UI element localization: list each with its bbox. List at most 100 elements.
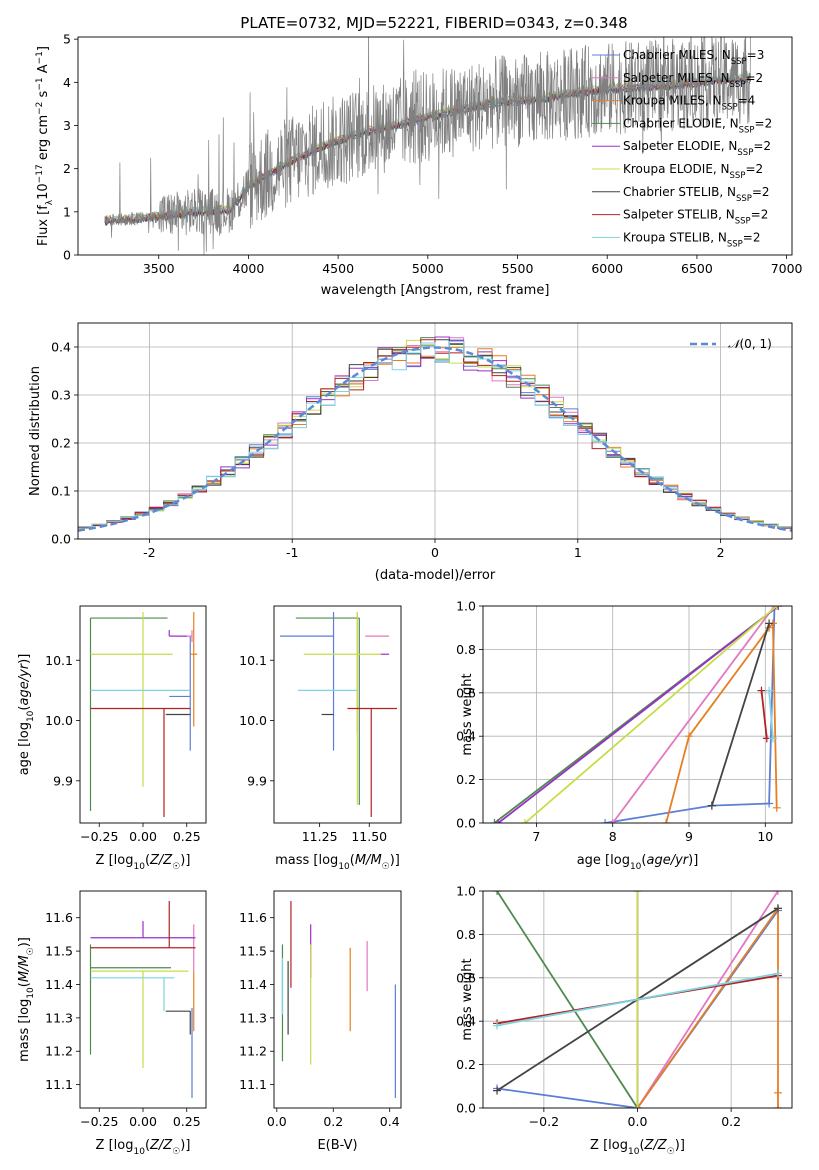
label-part: Z/Z — [149, 1138, 173, 1153]
legend-sub: SSP — [739, 125, 755, 135]
y-tick-label: 9.9 — [53, 773, 73, 788]
label-part: 10 — [630, 862, 642, 872]
x-tick-label: 3500 — [143, 261, 175, 276]
legend-count: =2 — [752, 185, 770, 199]
y-tick-label: 0.2 — [51, 436, 71, 451]
label-part: )] — [675, 1138, 685, 1153]
y-tick-label: 11.1 — [239, 1077, 267, 1092]
spectrum-panel: 3500 4000 4500 5000 5500 6000 6500 7000 0 1 2 3 4 5 Ch… — [35, 32, 803, 298]
mass-vs-z-panel: −0.25 0.00 0.25 11.1 11.2 11.3 11.4 11.5 11.6 Z [… — [17, 890, 207, 1157]
legend-name: Salpeter MILES, N — [623, 71, 730, 85]
y-tick-label: 0.2 — [456, 772, 476, 787]
label-part: )] — [390, 853, 400, 868]
axes-frame — [79, 605, 207, 824]
label-part: Flux [f — [36, 205, 51, 246]
x-axis-label: wavelength [Angstrom, rest frame] — [321, 283, 550, 298]
y-tick-label: 0.1 — [51, 484, 71, 499]
x-tick-label: 4500 — [322, 261, 354, 276]
y-tick-label: 9.9 — [247, 773, 267, 788]
cumulative-kroupa-elodie-marker — [633, 891, 642, 895]
data-spectrum — [104, 37, 751, 255]
legend-name: Kroupa ELODIE, N — [623, 162, 730, 176]
legend-name: 𝒩 — [728, 337, 743, 351]
y-tick-label: 1.0 — [456, 884, 476, 899]
cumulative-salpeter-stelib-line — [760, 690, 768, 739]
y-tick-label: 0.2 — [456, 1057, 476, 1072]
label-part: ☉ — [172, 862, 180, 872]
y-tick-label: 11.5 — [239, 944, 267, 959]
x-axis-label: age [log10(age/yr)] — [577, 853, 699, 872]
x-tick-label: 9 — [685, 829, 693, 844]
y-axis-label: Normed distribution — [28, 366, 43, 496]
x-tick-label: 5000 — [412, 261, 444, 276]
axes-frame — [77, 322, 793, 540]
label-part: age [log — [17, 722, 32, 775]
legend-entry: Salpeter ELODIE, NSSP=2 — [623, 139, 771, 158]
x-tick-label: 0.0 — [628, 1114, 648, 1129]
legend-name: Kroupa MILES, N — [623, 94, 722, 108]
y-tick-label: 11.6 — [45, 910, 73, 925]
legend-name: Salpeter STELIB, N — [623, 208, 735, 222]
cumulative-kroupa-stelib-marker — [765, 686, 774, 695]
x-tick-label: 11.25 — [302, 829, 338, 844]
label-part: )] — [17, 654, 32, 664]
y-axis-label: mass weight — [460, 958, 475, 1040]
cumulative-kroupa-miles-marker — [773, 1104, 782, 1108]
label-part: 10 — [26, 710, 36, 722]
x-tick-label: 11.50 — [351, 829, 387, 844]
label-part: ( — [641, 853, 646, 868]
label-part: )] — [180, 853, 190, 868]
label-part: −17 — [35, 164, 45, 183]
age-vs-mass-panel: 11.25 11.50 9.9 10.0 10.1 mass [log10(M/M☉)] — [239, 605, 402, 872]
label-part: 10 — [26, 987, 36, 999]
cumulative-kroupa-stelib-line — [496, 972, 779, 1027]
plot-area — [281, 901, 396, 1098]
y-axis-label: mass [log10(M/M☉)] — [17, 937, 36, 1062]
label-part: erg cm — [36, 115, 51, 164]
label-part: 10 — [133, 862, 145, 872]
cumulative-salpeter-miles-marker — [773, 891, 782, 895]
legend-count: =2 — [755, 116, 773, 130]
plot-area — [279, 612, 398, 817]
y-tick-label: 0.0 — [456, 1101, 476, 1116]
cumulative-kroupa-elodie-marker — [633, 1104, 642, 1108]
cumulative-kroupa-stelib-line — [768, 690, 774, 739]
cumulative-salpeter-elodie-marker — [774, 606, 783, 610]
label-part: mass [log — [275, 853, 338, 868]
legend-entry: Kroupa MILES, NSSP=4 — [623, 94, 755, 113]
y-axis-label: age [log10(age/yr)] — [17, 654, 36, 776]
label-part: ( — [145, 1138, 150, 1153]
legend-count: =2 — [751, 208, 769, 222]
y-tick-label: 11.2 — [239, 1044, 267, 1059]
x-tick-label: 0 — [431, 545, 439, 560]
legend-entry: Chabrier STELIB, NSSP=2 — [623, 185, 770, 204]
cumulative-salpeter-miles-line — [611, 606, 776, 823]
legend-count: =2 — [743, 230, 761, 244]
legend-sub: SSP — [735, 217, 751, 227]
x-tick-label: 0.2 — [721, 1114, 741, 1129]
residuals-panel: -2 -1 0 1 2 0.0 0.1 0.2 0.3 0.4 𝒩(0, 1) (data-model… — [28, 322, 793, 583]
cumulative-salpeter-miles-line — [636, 891, 779, 1108]
legend-entry: Chabrier MILES, NSSP=3 — [623, 48, 764, 67]
y-tick-label: 0 — [63, 248, 71, 263]
cumulative-chabrier-stelib-marker — [707, 801, 716, 810]
y-tick-label: 0.8 — [456, 642, 476, 657]
axes-frame — [273, 605, 402, 824]
legend-entry: Kroupa ELODIE, NSSP=2 — [623, 162, 763, 181]
y-tick-label: 11.3 — [45, 1010, 73, 1025]
y-tick-label: 2 — [63, 161, 71, 176]
x-axis-label: Z [log10(Z/Z☉)] — [590, 1138, 685, 1157]
x-tick-label: 0.4 — [380, 1114, 400, 1129]
legend-name: Chabrier MILES, N — [623, 48, 731, 62]
legend-sub: SSP — [736, 194, 752, 204]
mass-weight-vs-z-panel: −0.2 0.0 0.2 0.0 0.2 0.4 0.6 0.8 1.0 Z [log10(Z/Z… — [456, 884, 793, 1157]
label-part: −1 — [35, 51, 45, 64]
label-part: age/yr — [646, 853, 689, 868]
y-tick-label: 0.0 — [51, 532, 71, 547]
y-tick-label: 0.6 — [456, 970, 476, 985]
cumulative-salpeter-stelib-marker — [757, 686, 766, 695]
plot-area — [89, 901, 196, 1098]
x-tick-label: 10 — [757, 829, 773, 844]
cumulative-chabrier-miles-marker — [601, 819, 610, 823]
x-tick-label: 0.00 — [129, 829, 157, 844]
